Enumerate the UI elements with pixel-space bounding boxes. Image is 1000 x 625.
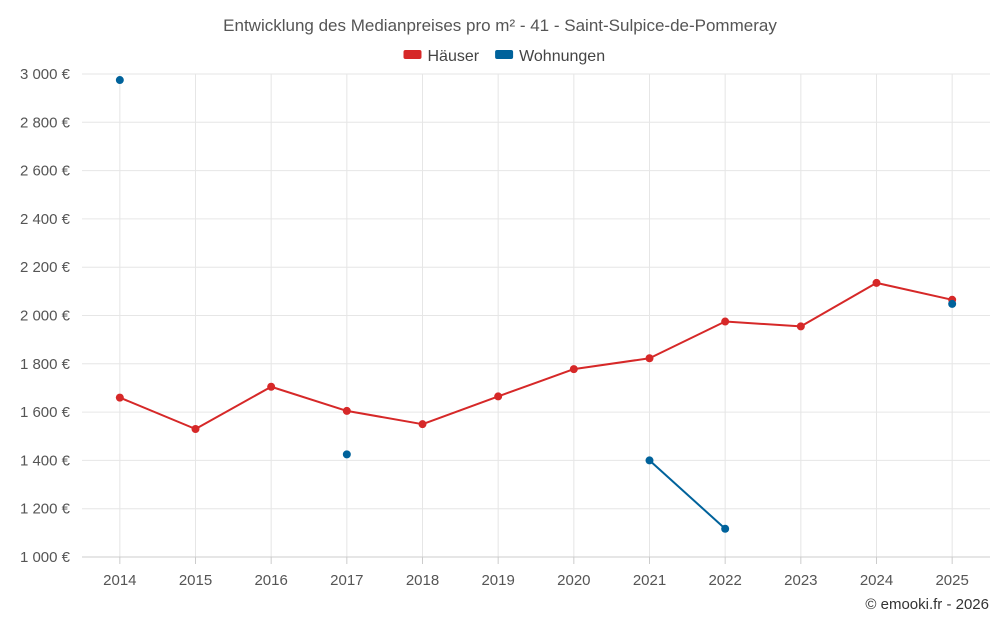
x-tick-label: 2025 [935, 572, 968, 589]
legend-swatch [403, 50, 422, 59]
data-point[interactable] [721, 317, 730, 326]
series-line-segment [422, 395, 499, 426]
x-tick-label: 2020 [557, 572, 590, 589]
legend-label: Wohnungen [519, 48, 605, 65]
series-line-segment [497, 368, 575, 398]
y-tick-label: 1 200 € [20, 501, 71, 518]
y-tick-label: 1 400 € [20, 452, 71, 469]
series-line-segment [725, 320, 801, 328]
x-tick-label: 2022 [708, 572, 741, 589]
data-point[interactable] [721, 524, 730, 533]
legend-item-häuser[interactable]: Häuser [403, 48, 480, 65]
data-point[interactable] [342, 406, 351, 415]
legend-label: Häuser [428, 48, 480, 65]
x-tick-label: 2016 [254, 572, 287, 589]
data-point[interactable] [115, 76, 124, 85]
x-tick-label: 2018 [406, 572, 439, 589]
x-tick-label: 2017 [330, 572, 363, 589]
y-tick-label: 1 600 € [20, 404, 71, 421]
x-tick-label: 2019 [481, 572, 514, 589]
data-point[interactable] [494, 392, 503, 401]
legend-item-wohnungen[interactable]: Wohnungen [495, 48, 605, 65]
y-tick-label: 2 400 € [20, 211, 71, 228]
data-point[interactable] [191, 425, 200, 434]
series-line-segment [573, 357, 650, 371]
grid [82, 73, 990, 558]
data-point[interactable] [872, 278, 881, 287]
series-line-segment [346, 409, 423, 426]
y-tick-label: 2 800 € [20, 114, 71, 131]
series-häuser [115, 278, 957, 434]
x-tick-label: 2014 [103, 572, 136, 589]
y-tick-label: 1 000 € [20, 549, 71, 566]
series-line-segment [270, 385, 348, 412]
data-point[interactable] [645, 354, 654, 363]
series-line-segment [195, 385, 272, 430]
chart-title: Entwicklung des Medianpreises pro m² - 4… [223, 16, 777, 35]
data-point[interactable] [645, 456, 654, 465]
series-line-segment [876, 281, 953, 301]
series-layer [115, 76, 957, 533]
x-tick-label: 2021 [633, 572, 666, 589]
legend: Häuser Wohnungen [403, 48, 605, 65]
data-point[interactable] [418, 420, 427, 429]
series-line-segment [648, 459, 726, 530]
series-wohnungen [115, 76, 957, 533]
series-line-segment [119, 396, 196, 430]
y-tick-label: 1 800 € [20, 356, 71, 373]
data-point[interactable] [796, 322, 805, 331]
series-line-segment [649, 320, 726, 360]
data-point[interactable] [569, 365, 578, 374]
y-tick-label: 2 000 € [20, 308, 71, 325]
data-point[interactable] [342, 450, 351, 459]
data-point[interactable] [948, 299, 957, 308]
x-tick-label: 2015 [179, 572, 212, 589]
x-tick-label: 2023 [784, 572, 817, 589]
axes: 1 000 € 1 200 € 1 400 € 1 600 € 1 800 € 2 000… [20, 66, 990, 589]
y-tick-label: 2 600 € [20, 163, 71, 180]
credit-text: © emooki.fr - 2026 [865, 596, 989, 613]
series-line-segment [800, 282, 877, 328]
data-point[interactable] [115, 393, 124, 402]
legend-swatch [495, 50, 514, 59]
y-tick-label: 2 200 € [20, 259, 71, 276]
data-point[interactable] [267, 382, 276, 391]
y-tick-label: 3 000 € [20, 66, 71, 83]
x-tick-label: 2024 [860, 572, 893, 589]
